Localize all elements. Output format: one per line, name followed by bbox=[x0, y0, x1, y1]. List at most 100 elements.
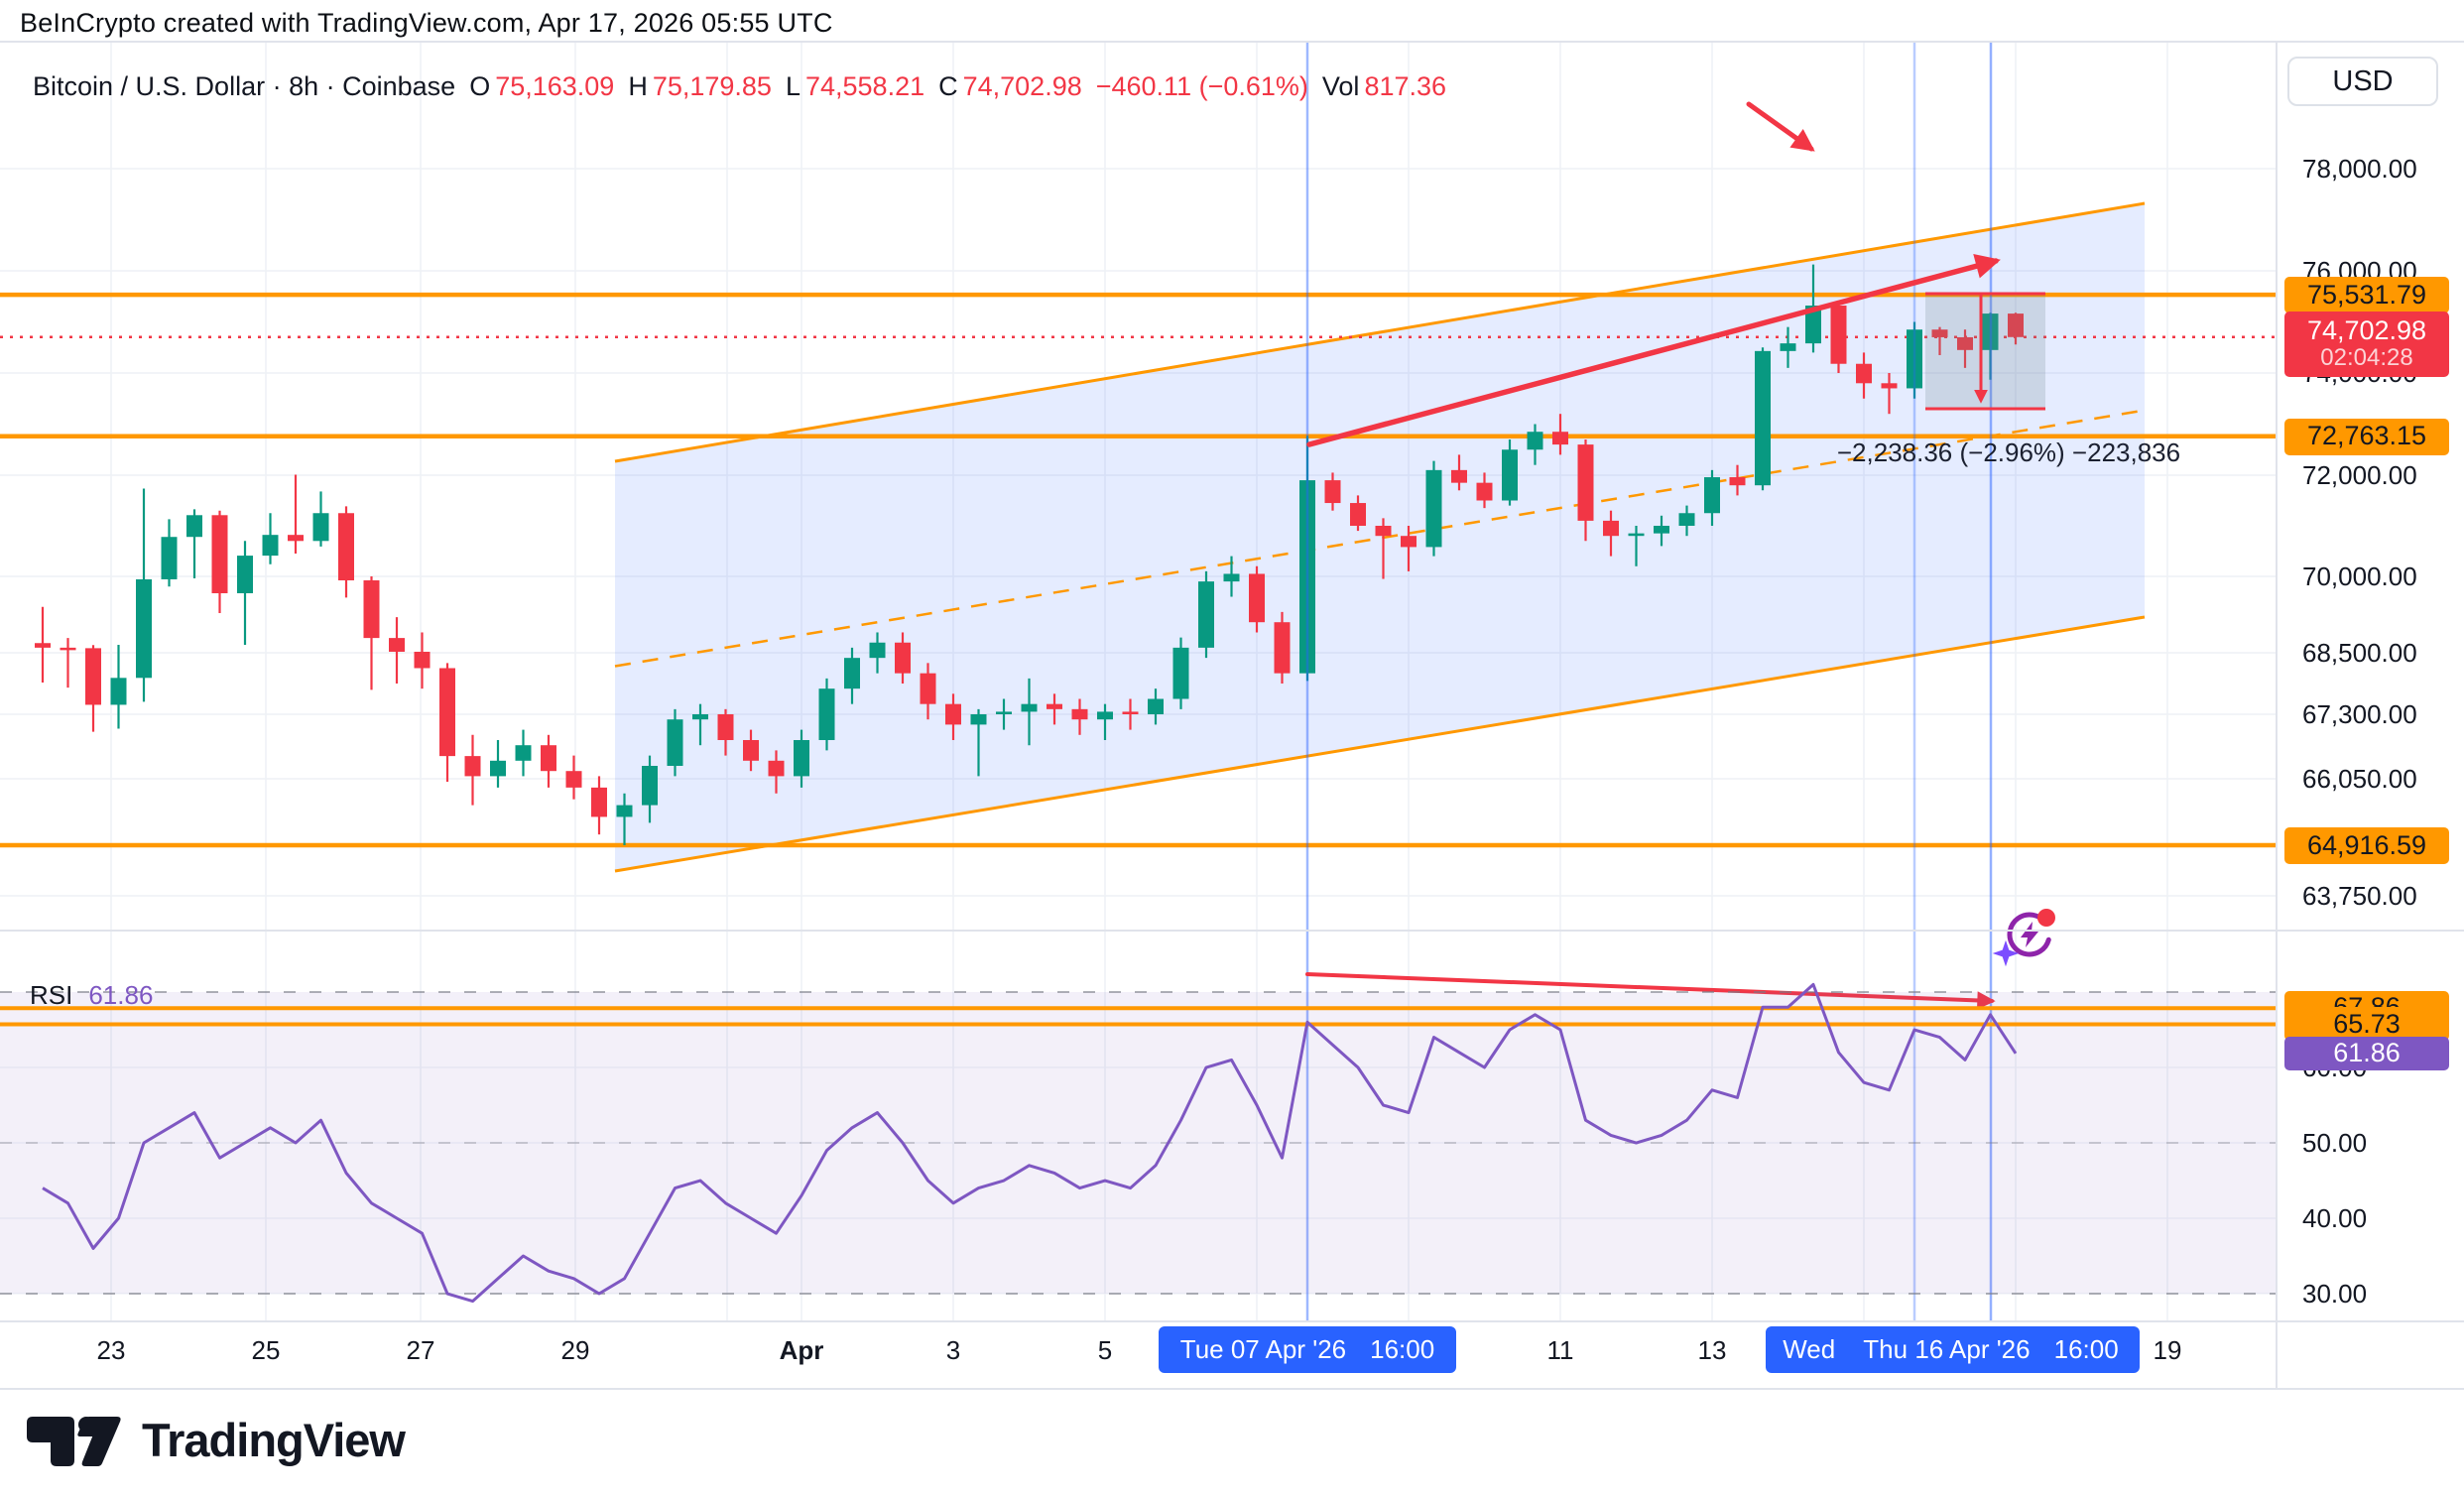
candle bbox=[1324, 472, 1341, 511]
measure-tool-label: −2,238.36 (−2.96%) −223,836 bbox=[1836, 437, 2181, 467]
rsi-level-label: 65.73 bbox=[2284, 1007, 2449, 1042]
candle bbox=[515, 729, 532, 777]
rsi-tick-label: 30.00 bbox=[2302, 1279, 2368, 1309]
watermark-text: BeInCrypto created with TradingView.com,… bbox=[20, 8, 833, 38]
trend-arrow[interactable] bbox=[1746, 101, 1815, 152]
crosshair-time-label: Thu 16 Apr '26 16:00 bbox=[1842, 1326, 2140, 1373]
time-axis[interactable]: 23 25 27 29 Apr 3 5 11 13 19 Tue 07 Apr '26 16:00 We… bbox=[0, 1321, 2464, 1391]
candle bbox=[1021, 678, 1038, 746]
candle bbox=[262, 513, 279, 564]
channel-upper-line[interactable] bbox=[614, 201, 2146, 463]
candle bbox=[1551, 414, 1568, 455]
candle bbox=[995, 698, 1012, 730]
candle bbox=[1729, 464, 1746, 496]
candle bbox=[135, 488, 152, 702]
time-tick-label: 23 bbox=[96, 1335, 126, 1365]
candle bbox=[1274, 611, 1291, 684]
candle bbox=[1956, 329, 1973, 368]
candle bbox=[1501, 438, 1518, 506]
candle bbox=[1780, 326, 1796, 368]
price-level-label: 64,916.59 bbox=[2284, 827, 2449, 864]
candle bbox=[1147, 688, 1164, 725]
candle bbox=[1400, 526, 1417, 571]
candle bbox=[287, 474, 304, 555]
channel-median-line[interactable] bbox=[614, 409, 2146, 668]
candle bbox=[944, 693, 961, 740]
candle bbox=[1425, 460, 1442, 557]
tradingview-logo-icon bbox=[27, 1416, 121, 1466]
measure-tool-area[interactable] bbox=[1925, 294, 2045, 409]
candle bbox=[768, 750, 785, 794]
candle bbox=[641, 755, 658, 823]
candle bbox=[161, 519, 178, 587]
candle bbox=[1855, 352, 1872, 399]
candle bbox=[894, 632, 911, 684]
price-tick-label: 67,300.00 bbox=[2302, 699, 2417, 729]
candle bbox=[616, 793, 633, 845]
ohlc-high: H 75,179.85 bbox=[628, 71, 772, 101]
candle bbox=[185, 509, 202, 579]
symbol-title: Bitcoin / U.S. Dollar · 8h · Coinbase bbox=[33, 71, 456, 101]
ohlc-open: O 75,163.09 bbox=[469, 71, 615, 101]
rsi-indicator-legend[interactable]: RSI 61.86 bbox=[30, 980, 153, 1011]
candle bbox=[1653, 515, 1669, 547]
time-tick-label: Apr bbox=[779, 1335, 824, 1365]
crosshair-time-label: Tue 07 Apr '26 16:00 bbox=[1159, 1326, 1456, 1373]
candle bbox=[1223, 556, 1240, 597]
currency-toggle-button[interactable]: USD bbox=[2287, 57, 2438, 106]
channel-lower-line[interactable] bbox=[614, 615, 2146, 873]
candle bbox=[1476, 472, 1493, 509]
candle bbox=[818, 678, 835, 751]
price-tick-label: 63,750.00 bbox=[2302, 881, 2417, 911]
last-price-value: 74,702.98 bbox=[2306, 314, 2427, 345]
price-level-label: 75,531.79 bbox=[2284, 277, 2449, 314]
candle bbox=[2007, 312, 2024, 345]
candle bbox=[84, 645, 101, 732]
candle bbox=[1298, 436, 1315, 682]
time-tick-label: 11 bbox=[1546, 1335, 1574, 1365]
candle bbox=[489, 740, 506, 788]
candle bbox=[1197, 570, 1214, 659]
candle bbox=[869, 632, 886, 674]
rsi-current-label: 61.86 bbox=[2284, 1036, 2449, 1070]
price-tick-label: 68,500.00 bbox=[2302, 638, 2417, 668]
candle bbox=[1527, 424, 1543, 465]
candle bbox=[1906, 321, 1922, 399]
candle bbox=[464, 734, 481, 806]
trend-arrow[interactable] bbox=[1306, 254, 2001, 447]
price-tick-label: 78,000.00 bbox=[2302, 154, 2417, 184]
ohlc-low: L 74,558.21 bbox=[785, 71, 925, 101]
candle bbox=[565, 755, 582, 800]
candle bbox=[1071, 698, 1088, 735]
time-tick-label: 3 bbox=[945, 1335, 961, 1365]
trend-arrow[interactable] bbox=[1305, 972, 1996, 1010]
candle bbox=[1628, 526, 1645, 566]
crosshair-time: 16:00 bbox=[2053, 1334, 2119, 1364]
tradingview-logo-text: TradingView bbox=[142, 1414, 406, 1466]
time-tick-label: 13 bbox=[1697, 1335, 1727, 1365]
signal-sparkle-icon[interactable] bbox=[1992, 909, 2055, 967]
rsi-tick-label: 50.00 bbox=[2302, 1128, 2368, 1158]
candle bbox=[110, 645, 127, 729]
candle bbox=[970, 708, 987, 777]
candle bbox=[717, 708, 734, 756]
price-axis[interactable]: 78,000.0076,000.0074,000.0072,000.0070,0… bbox=[2277, 0, 2464, 1389]
rsi-band-fill bbox=[0, 992, 2277, 1294]
candle bbox=[312, 491, 329, 547]
price-level-label: 72,763.15 bbox=[2284, 418, 2449, 455]
price-tick-label: 72,000.00 bbox=[2302, 460, 2417, 490]
price-change: −460.11 (−0.61%) bbox=[1095, 71, 1308, 101]
tradingview-logo[interactable]: TradingView bbox=[25, 1413, 406, 1467]
candle bbox=[1931, 326, 1948, 355]
candle bbox=[1830, 301, 1847, 373]
candle bbox=[843, 647, 860, 704]
crosshair-time: 16:00 bbox=[1370, 1334, 1435, 1364]
candle bbox=[1450, 454, 1467, 491]
bar-countdown: 02:04:28 bbox=[2320, 344, 2413, 372]
time-tick-label: 5 bbox=[1097, 1335, 1113, 1365]
candle bbox=[414, 632, 431, 689]
crosshair-date: Thu 16 Apr '26 bbox=[1863, 1334, 2031, 1364]
rsi-line bbox=[42, 982, 2018, 1304]
